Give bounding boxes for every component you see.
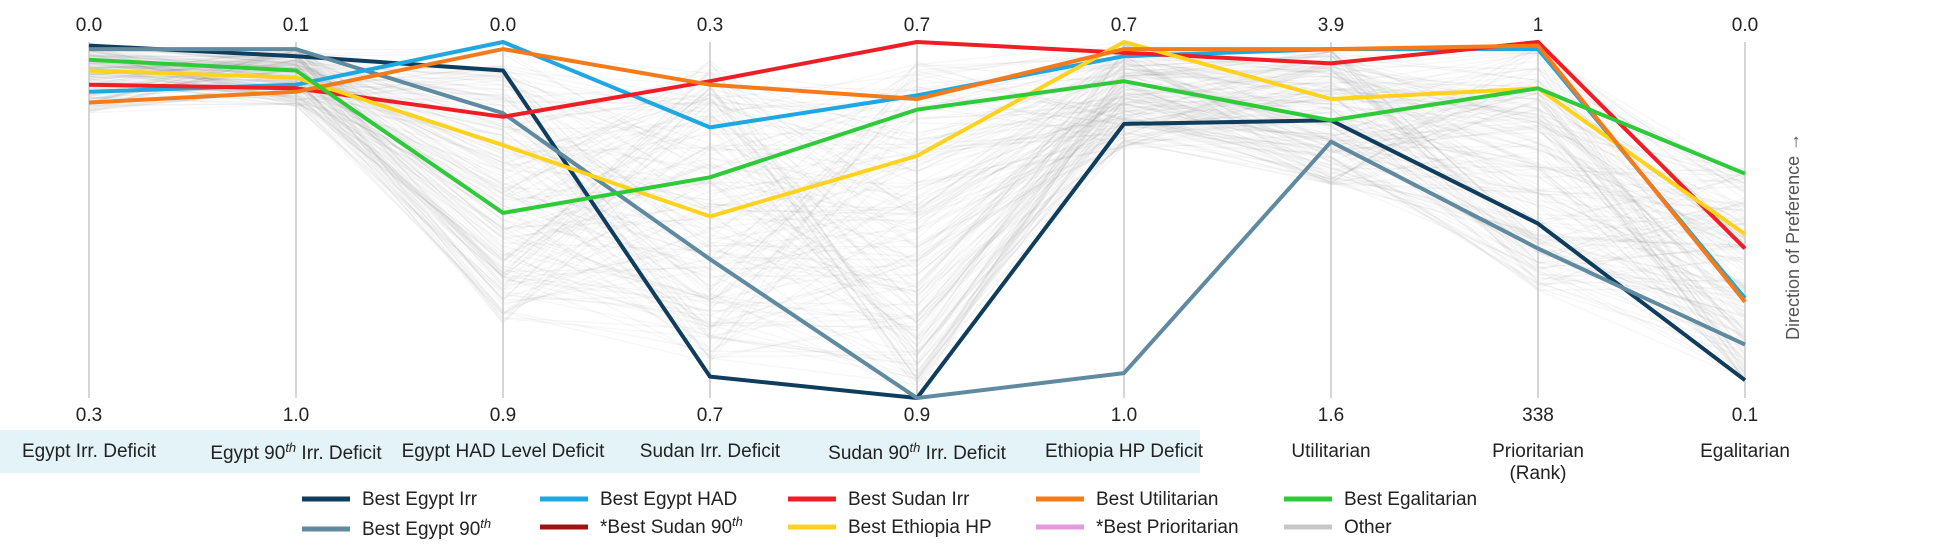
axis-top-tick-sudan_irr: 0.3 bbox=[697, 15, 723, 36]
legend-label--best-prioritarian: *Best Prioritarian bbox=[1096, 517, 1239, 538]
axis-top-tick-egypt_had: 0.0 bbox=[490, 15, 516, 36]
legend-label-best-egalitarian: Best Egalitarian bbox=[1344, 489, 1477, 510]
axis-top-tick-egypt_irr: 0.0 bbox=[76, 15, 102, 36]
axis-bottom-tick-prioritarian: 338 bbox=[1522, 405, 1554, 426]
axis-bottom-tick-egalitarian: 0.1 bbox=[1732, 405, 1758, 426]
axis-label-egalitarian: Egalitarian bbox=[1700, 441, 1790, 462]
axis-label-ethiopia_hp: Ethiopia HP Deficit bbox=[1045, 441, 1204, 462]
axis-label-prioritarian: Prioritarian bbox=[1492, 441, 1584, 462]
axis-bottom-tick-ethiopia_hp: 1.0 bbox=[1111, 405, 1137, 426]
axis-top-tick-prioritarian: 1 bbox=[1533, 15, 1544, 36]
legend-label-best-ethiopia-hp: Best Ethiopia HP bbox=[848, 517, 992, 538]
legend-label-best-egypt-had: Best Egypt HAD bbox=[600, 489, 737, 510]
axis-top-tick-egalitarian: 0.0 bbox=[1732, 15, 1758, 36]
axis-label-egypt_90: Egypt 90th Irr. Deficit bbox=[210, 440, 382, 464]
axis-bottom-tick-egypt_90: 1.0 bbox=[283, 405, 309, 426]
axis-bottom-tick-sudan_90: 0.9 bbox=[904, 405, 930, 426]
direction-of-preference-label: Direction of Preference → bbox=[1783, 133, 1803, 340]
axis-top-tick-utilitarian: 3.9 bbox=[1318, 15, 1344, 36]
axis-top-tick-sudan_90: 0.7 bbox=[904, 15, 930, 36]
axis-top-tick-egypt_90: 0.1 bbox=[283, 15, 309, 36]
axis-bottom-tick-egypt_irr: 0.3 bbox=[76, 405, 102, 426]
axis-label-egypt_had: Egypt HAD Level Deficit bbox=[402, 441, 605, 462]
axis-bottom-tick-utilitarian: 1.6 bbox=[1318, 405, 1344, 426]
legend-label-other: Other bbox=[1344, 517, 1392, 538]
axis-label-egypt_irr: Egypt Irr. Deficit bbox=[22, 441, 157, 462]
axis-label-sudan_irr: Sudan Irr. Deficit bbox=[640, 441, 781, 462]
legend-label--best-sudan-90th: *Best Sudan 90th bbox=[600, 514, 743, 538]
axis-bottom-tick-egypt_had: 0.9 bbox=[490, 405, 516, 426]
legend-label-best-sudan-irr: Best Sudan Irr bbox=[848, 489, 970, 510]
legend-label-best-utilitarian: Best Utilitarian bbox=[1096, 489, 1219, 510]
legend-label-best-egypt-irr: Best Egypt Irr bbox=[362, 489, 478, 510]
legend: Best Egypt Irr Best Egypt 90th Best Egypt … bbox=[302, 489, 1477, 540]
axis-label-line2-prioritarian: (Rank) bbox=[1509, 463, 1566, 484]
axis-bottom-tick-sudan_irr: 0.7 bbox=[697, 405, 723, 426]
legend-label-best-egypt-90th: Best Egypt 90th bbox=[362, 516, 491, 540]
axis-label-utilitarian: Utilitarian bbox=[1291, 441, 1370, 462]
axis-top-tick-ethiopia_hp: 0.7 bbox=[1111, 15, 1137, 36]
